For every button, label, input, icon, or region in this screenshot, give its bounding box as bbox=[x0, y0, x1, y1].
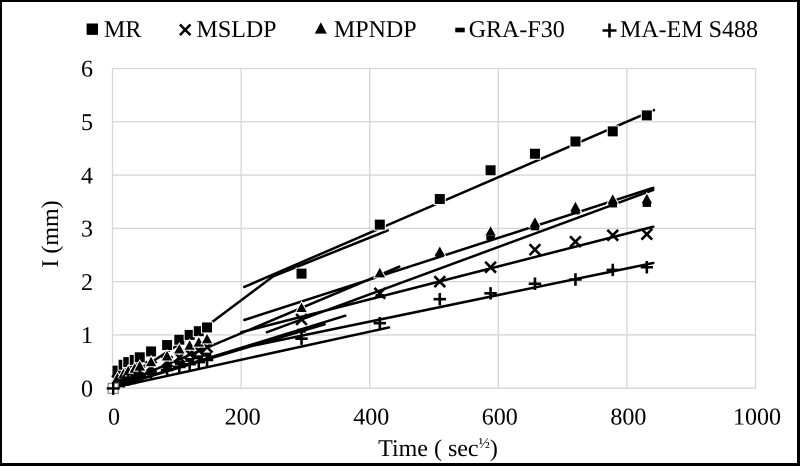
svg-text:1: 1 bbox=[81, 323, 93, 349]
svg-text:MSLDP: MSLDP bbox=[197, 17, 277, 43]
svg-text:MPNDP: MPNDP bbox=[334, 17, 417, 43]
svg-text:0: 0 bbox=[81, 376, 93, 402]
svg-text:4: 4 bbox=[81, 163, 93, 189]
svg-text:3: 3 bbox=[81, 217, 93, 243]
svg-text:2: 2 bbox=[81, 270, 93, 296]
svg-text:MA-EM S488: MA-EM S488 bbox=[620, 17, 758, 43]
svg-text:GRA-F30: GRA-F30 bbox=[469, 17, 565, 43]
svg-text:200: 200 bbox=[225, 405, 261, 431]
svg-text:6: 6 bbox=[81, 57, 93, 83]
svg-text:5: 5 bbox=[81, 110, 93, 136]
svg-text:0: 0 bbox=[108, 405, 120, 431]
svg-text:400: 400 bbox=[353, 405, 389, 431]
svg-text:800: 800 bbox=[610, 405, 646, 431]
svg-text:Time ( sec½): Time ( sec½) bbox=[378, 436, 498, 462]
svg-text:600: 600 bbox=[482, 405, 518, 431]
svg-text:MR: MR bbox=[104, 17, 141, 43]
svg-text:1000: 1000 bbox=[733, 405, 781, 431]
svg-text:I (mm): I (mm) bbox=[38, 200, 64, 267]
